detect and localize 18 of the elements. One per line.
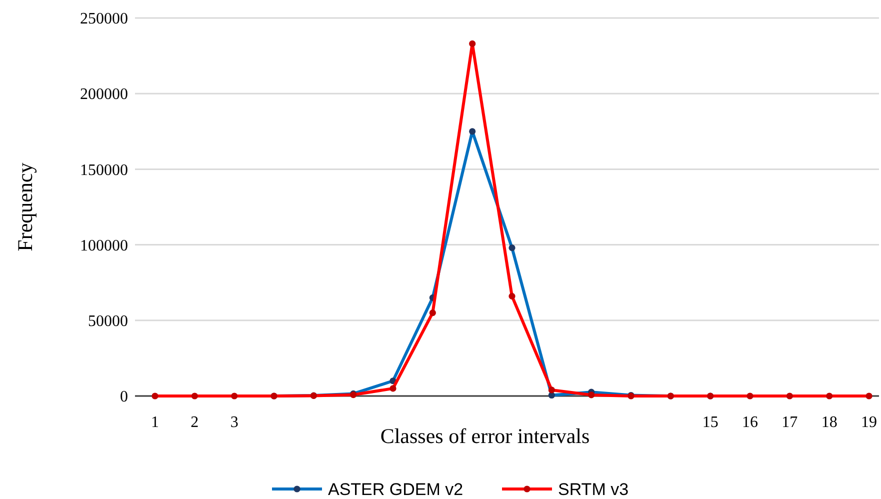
y-tick-label: 250000: [80, 10, 128, 28]
legend-label: ASTER GDEM v2: [328, 480, 464, 499]
x-tick-label: 18: [821, 414, 838, 431]
x-tick-label: 16: [742, 414, 758, 431]
y-tick-label: 50000: [88, 313, 128, 330]
y-tick-label: 100000: [80, 237, 128, 254]
y-tick-label: 200000: [80, 86, 128, 104]
x-tick-label: 19: [861, 414, 877, 431]
x-axis-title: Classes of error intervals: [380, 424, 590, 448]
legend-label: SRTM v3: [558, 480, 629, 499]
y-tick-label: 150000: [80, 162, 128, 179]
x-tick-label: 3: [230, 414, 238, 431]
y-axis-title: Frequency: [13, 162, 37, 252]
x-tick-label: 1: [151, 414, 159, 431]
y-tick-label: 0: [120, 388, 128, 406]
x-tick-label: 17: [782, 414, 798, 431]
x-tick-label: 2: [190, 414, 199, 431]
x-tick-label: 15: [702, 414, 718, 431]
